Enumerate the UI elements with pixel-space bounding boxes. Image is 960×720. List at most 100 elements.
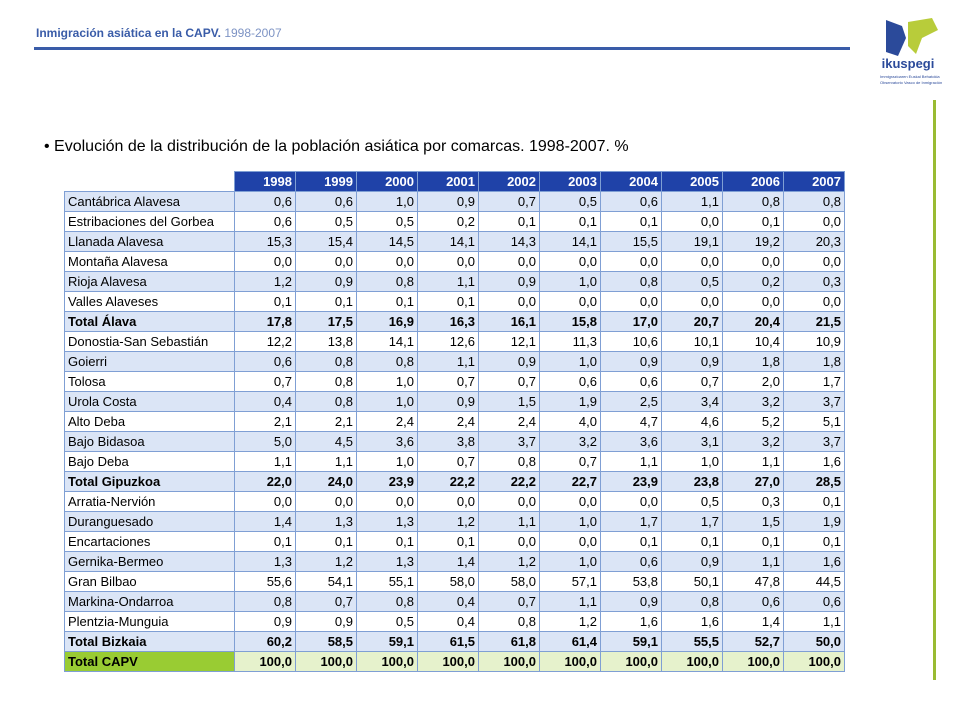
cell: 0,0 xyxy=(478,491,540,512)
column-header: 2004 xyxy=(600,171,662,192)
cell: 100,0 xyxy=(600,651,662,672)
cell: 100,0 xyxy=(356,651,418,672)
column-header: 1999 xyxy=(295,171,357,192)
cell: 54,1 xyxy=(295,571,357,592)
column-header: 2007 xyxy=(783,171,845,192)
cell: 0,0 xyxy=(661,251,723,272)
cell: 100,0 xyxy=(234,651,296,672)
cell: 0,1 xyxy=(722,531,784,552)
cell: 0,0 xyxy=(661,211,723,232)
cell: 1,3 xyxy=(356,551,418,572)
table-row: Rioja Alavesa 1,2 0,9 0,8 1,1 0,9 1,0 0,8 0,5 0,2… xyxy=(64,271,845,292)
cell: 1,2 xyxy=(478,551,540,572)
cell: 22,2 xyxy=(478,471,540,492)
cell: 3,1 xyxy=(661,431,723,452)
cell: 0,6 xyxy=(722,591,784,612)
cell: 0,5 xyxy=(356,611,418,632)
cell: 0,1 xyxy=(600,211,662,232)
cell: 0,5 xyxy=(356,211,418,232)
cell: 10,6 xyxy=(600,331,662,352)
table-row: Goierri 0,6 0,8 0,8 1,1 0,9 1,0 0,9 0,9 1,8 1,8 xyxy=(64,351,845,372)
cell: 1,2 xyxy=(295,551,357,572)
cell: 1,8 xyxy=(722,351,784,372)
cell: 10,1 xyxy=(661,331,723,352)
row-label: Total CAPV xyxy=(64,651,235,672)
cell: 2,1 xyxy=(234,411,296,432)
row-label: Estribaciones del Gorbea xyxy=(64,211,235,232)
cell: 0,0 xyxy=(600,251,662,272)
cell: 22,2 xyxy=(417,471,479,492)
cell: 0,9 xyxy=(417,391,479,412)
cell: 1,1 xyxy=(722,451,784,472)
cell: 1,0 xyxy=(539,271,601,292)
cell: 2,1 xyxy=(295,411,357,432)
cell: 4,7 xyxy=(600,411,662,432)
table-row: Arratia-Nervión 0,0 0,0 0,0 0,0 0,0 0,0 0,0 0,5 0… xyxy=(64,491,845,512)
cell: 3,2 xyxy=(722,391,784,412)
cell: 0,8 xyxy=(234,591,296,612)
cell: 2,0 xyxy=(722,371,784,392)
table-row: Donostia-San Sebastián 12,2 13,8 14,1 12,6 12… xyxy=(64,331,845,352)
cell: 10,4 xyxy=(722,331,784,352)
row-label: Alto Deba xyxy=(64,411,235,432)
cell: 1,1 xyxy=(722,551,784,572)
cell: 0,7 xyxy=(661,371,723,392)
cell: 0,3 xyxy=(783,271,845,292)
cell: 58,0 xyxy=(417,571,479,592)
cell: 100,0 xyxy=(783,651,845,672)
cell: 0,7 xyxy=(417,451,479,472)
cell: 23,9 xyxy=(600,471,662,492)
cell: 20,4 xyxy=(722,311,784,332)
cell: 4,6 xyxy=(661,411,723,432)
cell: 59,1 xyxy=(356,631,418,652)
cell: 1,1 xyxy=(661,191,723,212)
cell: 1,7 xyxy=(783,371,845,392)
cell: 100,0 xyxy=(661,651,723,672)
cell: 15,3 xyxy=(234,231,296,252)
cell: 20,3 xyxy=(783,231,845,252)
cell: 5,1 xyxy=(783,411,845,432)
cell: 0,1 xyxy=(295,291,357,312)
cell: 0,0 xyxy=(295,491,357,512)
cell: 0,9 xyxy=(478,271,540,292)
cell: 1,0 xyxy=(661,451,723,472)
cell: 0,0 xyxy=(356,491,418,512)
cell: 2,5 xyxy=(600,391,662,412)
cell: 15,4 xyxy=(295,231,357,252)
cell: 0,0 xyxy=(661,291,723,312)
cell: 19,1 xyxy=(661,231,723,252)
cell: 0,6 xyxy=(234,211,296,232)
row-label: Arratia-Nervión xyxy=(64,491,235,512)
cell: 0,0 xyxy=(417,251,479,272)
table-row: Valles Alaveses 0,1 0,1 0,1 0,1 0,0 0,0 0,0 0,0 0… xyxy=(64,291,845,312)
cell: 3,7 xyxy=(783,391,845,412)
cell: 1,2 xyxy=(539,611,601,632)
cell: 61,4 xyxy=(539,631,601,652)
row-label: Llanada Alavesa xyxy=(64,231,235,252)
cell: 3,7 xyxy=(783,431,845,452)
cell: 0,0 xyxy=(783,291,845,312)
row-label: Urola Costa xyxy=(64,391,235,412)
cell: 0,1 xyxy=(234,291,296,312)
cell: 20,7 xyxy=(661,311,723,332)
cell: 0,1 xyxy=(783,531,845,552)
cell: 0,4 xyxy=(417,611,479,632)
column-header: 2002 xyxy=(478,171,540,192)
cell: 0,9 xyxy=(478,351,540,372)
table-row: Total Gipuzkoa 22,0 24,0 23,9 22,2 22,2 22,7 23… xyxy=(64,471,845,492)
cell: 0,7 xyxy=(295,591,357,612)
cell: 14,3 xyxy=(478,231,540,252)
cell: 0,7 xyxy=(539,451,601,472)
cell: 10,9 xyxy=(783,331,845,352)
cell: 0,8 xyxy=(295,371,357,392)
header-title: Inmigración asiática en la CAPV. xyxy=(36,26,221,40)
cell: 0,9 xyxy=(295,611,357,632)
cell: 1,2 xyxy=(234,271,296,292)
table-row: Gernika-Bermeo 1,3 1,2 1,3 1,4 1,2 1,0 0,6 0,9 1,… xyxy=(64,551,845,572)
corner-cell xyxy=(64,171,235,192)
table-row: Total Bizkaia 60,2 58,5 59,1 61,5 61,8 61,4 59,… xyxy=(64,631,845,652)
side-rule xyxy=(933,100,936,680)
cell: 0,5 xyxy=(661,271,723,292)
cell: 1,0 xyxy=(539,511,601,532)
logo-shape xyxy=(886,20,906,56)
